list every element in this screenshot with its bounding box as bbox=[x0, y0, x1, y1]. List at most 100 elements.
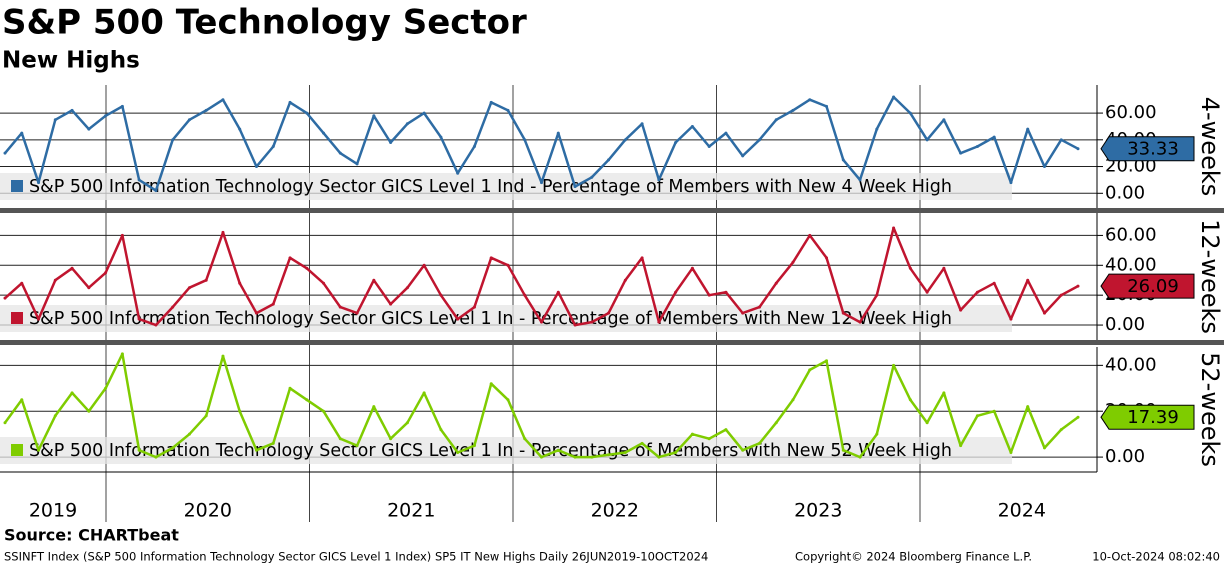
data-point bbox=[1042, 165, 1046, 169]
data-point bbox=[674, 140, 678, 144]
data-point bbox=[271, 302, 275, 306]
data-point bbox=[959, 308, 963, 312]
data-point bbox=[305, 111, 309, 115]
data-point bbox=[707, 145, 711, 148]
data-point bbox=[439, 428, 443, 432]
data-point bbox=[506, 398, 510, 402]
data-point bbox=[37, 448, 41, 452]
data-point bbox=[70, 391, 74, 395]
data-point bbox=[120, 233, 124, 237]
data-point bbox=[1026, 405, 1030, 409]
data-point bbox=[825, 359, 829, 363]
data-point bbox=[53, 278, 57, 282]
data-point bbox=[623, 138, 627, 142]
data-point bbox=[506, 108, 510, 112]
data-point bbox=[1009, 181, 1013, 185]
data-point bbox=[975, 145, 979, 148]
data-point bbox=[439, 135, 443, 139]
data-point bbox=[573, 323, 577, 327]
data-point bbox=[523, 293, 527, 297]
data-point bbox=[187, 286, 191, 290]
chart-title: S&P 500 Technology Sector bbox=[2, 3, 527, 43]
data-point bbox=[37, 181, 41, 185]
data-point bbox=[657, 320, 661, 324]
data-point bbox=[171, 446, 175, 450]
data-point bbox=[472, 305, 476, 309]
data-point bbox=[456, 451, 460, 455]
data-point bbox=[808, 233, 812, 237]
data-point bbox=[590, 320, 594, 324]
data-point bbox=[540, 320, 543, 324]
data-point bbox=[405, 286, 409, 290]
data-point bbox=[3, 296, 7, 300]
data-point bbox=[489, 100, 493, 104]
value-tag-label: 17.39 bbox=[1127, 407, 1179, 428]
data-point bbox=[506, 263, 510, 267]
data-point bbox=[456, 317, 460, 321]
y-tick-label: 40.00 bbox=[1105, 354, 1157, 375]
data-point bbox=[137, 448, 141, 452]
data-point bbox=[70, 266, 74, 270]
data-point bbox=[556, 131, 560, 135]
data-point bbox=[757, 305, 761, 309]
data-point bbox=[892, 95, 896, 99]
data-point bbox=[841, 448, 845, 452]
data-point bbox=[875, 432, 879, 436]
copyright: Copyright© 2024 Bloomberg Finance L.P. bbox=[795, 550, 1032, 564]
y-tick-label: 0.00 bbox=[1105, 314, 1145, 335]
data-point bbox=[472, 145, 476, 148]
data-point bbox=[238, 409, 242, 413]
data-point bbox=[104, 271, 108, 275]
data-point bbox=[523, 437, 527, 441]
data-point bbox=[1076, 147, 1080, 151]
data-point bbox=[322, 409, 326, 413]
y-tick-label: 40.00 bbox=[1105, 254, 1157, 275]
data-point bbox=[405, 122, 409, 126]
legend-label: S&P 500 Information Technology Sector GI… bbox=[29, 309, 952, 329]
data-point bbox=[305, 398, 309, 402]
data-point bbox=[70, 108, 74, 112]
data-point bbox=[171, 138, 175, 142]
data-point bbox=[3, 421, 7, 425]
data-point bbox=[959, 444, 963, 448]
data-point bbox=[405, 421, 409, 425]
data-point bbox=[607, 453, 611, 457]
data-point bbox=[1042, 311, 1046, 315]
value-tag bbox=[1100, 404, 1195, 430]
data-point bbox=[53, 414, 57, 418]
data-point bbox=[472, 444, 476, 448]
data-point bbox=[1076, 415, 1080, 419]
value-tag bbox=[1100, 136, 1195, 162]
legend-swatch bbox=[11, 444, 23, 456]
data-point bbox=[20, 131, 24, 135]
data-point bbox=[87, 286, 91, 290]
data-point bbox=[338, 437, 342, 441]
data-point bbox=[489, 256, 493, 260]
x-tick-label: 2019 bbox=[29, 500, 77, 522]
data-point bbox=[607, 158, 611, 162]
data-point bbox=[825, 104, 829, 108]
data-point bbox=[573, 455, 577, 459]
panel-divider bbox=[0, 340, 1224, 345]
panel-label: 52-weeks bbox=[1196, 352, 1224, 467]
data-point bbox=[540, 181, 543, 185]
data-point bbox=[1059, 293, 1063, 297]
data-point bbox=[774, 281, 778, 285]
data-point bbox=[858, 320, 862, 324]
data-point bbox=[305, 266, 309, 270]
data-point bbox=[439, 293, 443, 297]
data-point bbox=[204, 414, 208, 418]
data-point bbox=[87, 127, 91, 131]
data-point bbox=[3, 151, 7, 155]
data-point bbox=[254, 311, 258, 315]
panel-divider bbox=[0, 208, 1224, 213]
data-point bbox=[288, 386, 292, 390]
data-point bbox=[942, 391, 946, 395]
data-point bbox=[623, 451, 627, 455]
data-point bbox=[20, 281, 24, 285]
y-tick-label: 0.00 bbox=[1105, 182, 1145, 203]
legend-swatch bbox=[11, 180, 23, 192]
data-point bbox=[104, 386, 108, 390]
data-point bbox=[489, 382, 493, 386]
data-point bbox=[774, 421, 778, 425]
